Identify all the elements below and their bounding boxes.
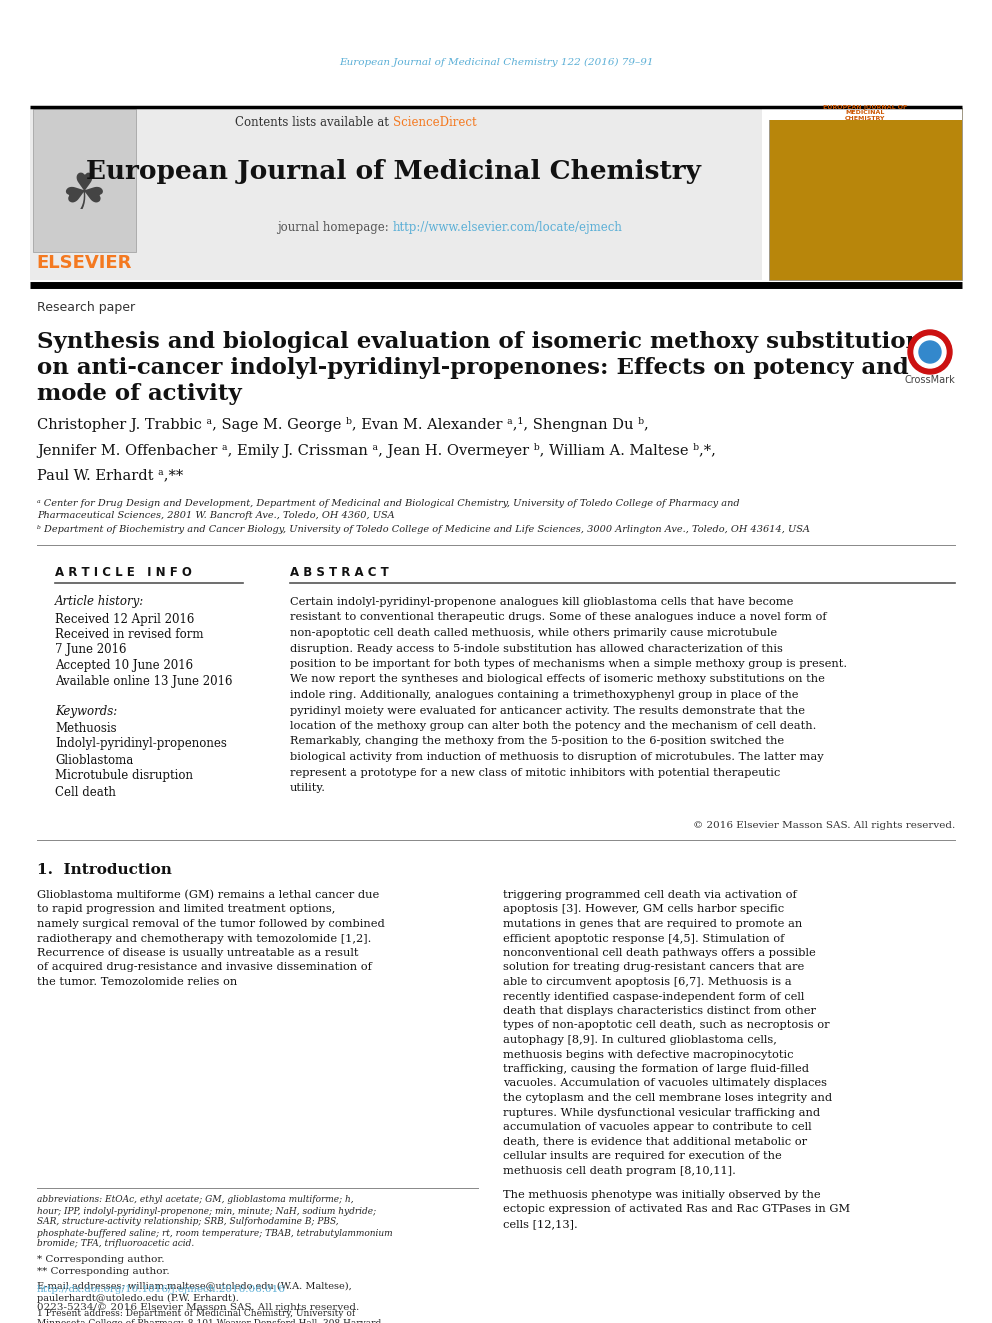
Text: Glioblastoma multiforme (GM) remains a lethal cancer due: Glioblastoma multiforme (GM) remains a l…: [37, 890, 379, 900]
Text: hour; IPP, indolyl-pyridinyl-propenone; min, minute; NaH, sodium hydride;: hour; IPP, indolyl-pyridinyl-propenone; …: [37, 1207, 376, 1216]
Text: to rapid progression and limited treatment options,: to rapid progression and limited treatme…: [37, 905, 335, 914]
Text: http://dx.doi.org/10.1016/j.ejmech.2016.06.016: http://dx.doi.org/10.1016/j.ejmech.2016.…: [37, 1286, 286, 1294]
Text: Synthesis and biological evaluation of isomeric methoxy substitutions: Synthesis and biological evaluation of i…: [37, 331, 935, 353]
Text: cells [12,13].: cells [12,13].: [503, 1218, 577, 1229]
Text: of acquired drug-resistance and invasive dissemination of: of acquired drug-resistance and invasive…: [37, 963, 372, 972]
Text: non-apoptotic cell death called methuosis, while others primarily cause microtub: non-apoptotic cell death called methuosi…: [290, 628, 777, 638]
Text: 1 Present address: Department of Medicinal Chemistry, University of: 1 Present address: Department of Medicin…: [37, 1308, 355, 1318]
Text: vacuoles. Accumulation of vacuoles ultimately displaces: vacuoles. Accumulation of vacuoles ultim…: [503, 1078, 827, 1089]
Text: European Journal of Medicinal Chemistry: European Journal of Medicinal Chemistry: [85, 160, 700, 184]
Text: Received in revised form: Received in revised form: [55, 628, 203, 642]
Text: Research paper: Research paper: [37, 300, 135, 314]
Text: Received 12 April 2016: Received 12 April 2016: [55, 613, 194, 626]
Text: on anti-cancer indolyl-pyridinyl-propenones: Effects on potency and: on anti-cancer indolyl-pyridinyl-propeno…: [37, 357, 909, 378]
Text: A B S T R A C T: A B S T R A C T: [290, 565, 389, 578]
Text: the cytoplasm and the cell membrane loses integrity and: the cytoplasm and the cell membrane lose…: [503, 1093, 832, 1103]
Text: EUROPEAN JOURNAL OF
MEDICINAL
CHEMISTRY: EUROPEAN JOURNAL OF MEDICINAL CHEMISTRY: [823, 105, 907, 122]
Text: position to be important for both types of mechanisms when a simple methoxy grou: position to be important for both types …: [290, 659, 847, 669]
Text: Pharmaceutical Sciences, 2801 W. Bancroft Ave., Toledo, OH 4360, USA: Pharmaceutical Sciences, 2801 W. Bancrof…: [37, 512, 395, 520]
Text: ectopic expression of activated Ras and Rac GTPases in GM: ectopic expression of activated Ras and …: [503, 1204, 850, 1215]
Text: ☘: ☘: [62, 171, 106, 220]
Circle shape: [914, 336, 946, 368]
Text: E-mail addresses: william.maltese@utoledo.edu (W.A. Maltese),: E-mail addresses: william.maltese@utoled…: [37, 1282, 352, 1290]
Text: methuosis cell death program [8,10,11].: methuosis cell death program [8,10,11].: [503, 1166, 736, 1176]
Text: ScienceDirect: ScienceDirect: [393, 116, 476, 130]
Text: Minnesota College of Pharmacy, 8-101 Weaver Densford Hall, 308 Harvard: Minnesota College of Pharmacy, 8-101 Wea…: [37, 1319, 381, 1323]
Text: ruptures. While dysfunctional vesicular trafficking and: ruptures. While dysfunctional vesicular …: [503, 1107, 820, 1118]
Text: Paul W. Erhardt ᵃ,**: Paul W. Erhardt ᵃ,**: [37, 468, 184, 482]
Text: http://www.elsevier.com/locate/ejmech: http://www.elsevier.com/locate/ejmech: [393, 221, 623, 234]
Text: Available online 13 June 2016: Available online 13 June 2016: [55, 675, 232, 688]
Text: death, there is evidence that additional metabolic or: death, there is evidence that additional…: [503, 1136, 807, 1147]
Text: biological activity from induction of methuosis to disruption of microtubules. T: biological activity from induction of me…: [290, 751, 823, 762]
Text: phosphate-buffered saline; rt, room temperature; TBAB, tetrabutylammonium: phosphate-buffered saline; rt, room temp…: [37, 1229, 393, 1237]
Text: namely surgical removal of the tumor followed by combined: namely surgical removal of the tumor fol…: [37, 919, 385, 929]
Text: Cell death: Cell death: [55, 786, 116, 799]
Text: apoptosis [3]. However, GM cells harbor specific: apoptosis [3]. However, GM cells harbor …: [503, 905, 784, 914]
Text: Keywords:: Keywords:: [55, 705, 117, 718]
Text: solution for treating drug-resistant cancers that are: solution for treating drug-resistant can…: [503, 963, 805, 972]
Text: A R T I C L E   I N F O: A R T I C L E I N F O: [55, 565, 191, 578]
Text: ELSEVIER: ELSEVIER: [37, 254, 132, 273]
Text: ᵇ Department of Biochemistry and Cancer Biology, University of Toledo College of: ᵇ Department of Biochemistry and Cancer …: [37, 525, 809, 534]
Text: We now report the syntheses and biological effects of isomeric methoxy substitut: We now report the syntheses and biologic…: [290, 675, 825, 684]
Text: SAR, structure-activity relationship; SRB, Sulforhodamine B; PBS,: SAR, structure-activity relationship; SR…: [37, 1217, 338, 1226]
Text: paulerhardt@utoledo.edu (P.W. Erhardt).: paulerhardt@utoledo.edu (P.W. Erhardt).: [37, 1294, 239, 1303]
Text: disruption. Ready access to 5-indole substitution has allowed characterization o: disruption. Ready access to 5-indole sub…: [290, 643, 783, 654]
Bar: [769, 107, 962, 120]
Bar: [769, 108, 962, 280]
Bar: [33, 108, 136, 251]
Text: 1.  Introduction: 1. Introduction: [37, 863, 172, 877]
Text: © 2016 Elsevier Masson SAS. All rights reserved.: © 2016 Elsevier Masson SAS. All rights r…: [692, 820, 955, 830]
Text: ᵃ Center for Drug Design and Development, Department of Medicinal and Biological: ᵃ Center for Drug Design and Development…: [37, 499, 740, 508]
Text: nonconventional cell death pathways offers a possible: nonconventional cell death pathways offe…: [503, 949, 815, 958]
Text: the tumor. Temozolomide relies on: the tumor. Temozolomide relies on: [37, 976, 237, 987]
Text: European Journal of Medicinal Chemistry 122 (2016) 79–91: European Journal of Medicinal Chemistry …: [338, 57, 654, 66]
Text: cellular insults are required for execution of the: cellular insults are required for execut…: [503, 1151, 782, 1162]
Circle shape: [919, 341, 941, 363]
Circle shape: [908, 329, 952, 374]
Text: resistant to conventional therapeutic drugs. Some of these analogues induce a no: resistant to conventional therapeutic dr…: [290, 613, 826, 623]
Text: bromide; TFA, trifluoroacetic acid.: bromide; TFA, trifluoroacetic acid.: [37, 1240, 194, 1249]
Text: radiotherapy and chemotherapy with temozolomide [1,2].: radiotherapy and chemotherapy with temoz…: [37, 934, 371, 943]
Text: Glioblastoma: Glioblastoma: [55, 754, 133, 766]
Text: mode of activity: mode of activity: [37, 382, 242, 405]
Text: utility.: utility.: [290, 783, 326, 792]
Text: indole ring. Additionally, analogues containing a trimethoxyphenyl group in plac: indole ring. Additionally, analogues con…: [290, 691, 799, 700]
Text: autophagy [8,9]. In cultured glioblastoma cells,: autophagy [8,9]. In cultured glioblastom…: [503, 1035, 777, 1045]
Text: journal homepage:: journal homepage:: [278, 221, 393, 234]
Text: Remarkably, changing the methoxy from the 5-position to the 6-position switched : Remarkably, changing the methoxy from th…: [290, 737, 784, 746]
Text: Jennifer M. Offenbacher ᵃ, Emily J. Crissman ᵃ, Jean H. Overmeyer ᵇ, William A. : Jennifer M. Offenbacher ᵃ, Emily J. Cris…: [37, 442, 716, 458]
Text: accumulation of vacuoles appear to contribute to cell: accumulation of vacuoles appear to contr…: [503, 1122, 811, 1132]
Text: Methuosis: Methuosis: [55, 721, 117, 734]
Text: methuosis begins with defective macropinocytotic: methuosis begins with defective macropin…: [503, 1049, 794, 1060]
Text: mutations in genes that are required to promote an: mutations in genes that are required to …: [503, 919, 803, 929]
Text: Article history:: Article history:: [55, 595, 144, 609]
Text: * Corresponding author.: * Corresponding author.: [37, 1254, 165, 1263]
Text: represent a prototype for a new class of mitotic inhibitors with potential thera: represent a prototype for a new class of…: [290, 767, 781, 778]
Text: The methuosis phenotype was initially observed by the: The methuosis phenotype was initially ob…: [503, 1189, 820, 1200]
Text: 7 June 2016: 7 June 2016: [55, 643, 127, 656]
Text: Christopher J. Trabbic ᵃ, Sage M. George ᵇ, Evan M. Alexander ᵃ,¹, Shengnan Du ᵇ: Christopher J. Trabbic ᵃ, Sage M. George…: [37, 418, 649, 433]
Text: Microtubule disruption: Microtubule disruption: [55, 770, 193, 782]
Text: trafficking, causing the formation of large fluid-filled: trafficking, causing the formation of la…: [503, 1064, 809, 1074]
Text: ** Corresponding author.: ** Corresponding author.: [37, 1267, 170, 1277]
Text: recently identified caspase-independent form of cell: recently identified caspase-independent …: [503, 991, 805, 1002]
Text: efficient apoptotic response [4,5]. Stimulation of: efficient apoptotic response [4,5]. Stim…: [503, 934, 785, 943]
Text: Indolyl-pyridinyl-propenones: Indolyl-pyridinyl-propenones: [55, 737, 227, 750]
Text: abbreviations: EtOAc, ethyl acetate; GM, glioblastoma multiforme; h,: abbreviations: EtOAc, ethyl acetate; GM,…: [37, 1196, 353, 1204]
Bar: [30, 108, 762, 280]
Text: Accepted 10 June 2016: Accepted 10 June 2016: [55, 659, 193, 672]
Text: CrossMark: CrossMark: [905, 374, 955, 385]
Text: able to circumvent apoptosis [6,7]. Methuosis is a: able to circumvent apoptosis [6,7]. Meth…: [503, 976, 792, 987]
Text: death that displays characteristics distinct from other: death that displays characteristics dist…: [503, 1005, 816, 1016]
Text: 0223-5234/© 2016 Elsevier Masson SAS. All rights reserved.: 0223-5234/© 2016 Elsevier Masson SAS. Al…: [37, 1303, 359, 1312]
Text: triggering programmed cell death via activation of: triggering programmed cell death via act…: [503, 890, 797, 900]
Text: pyridinyl moiety were evaluated for anticancer activity. The results demonstrate: pyridinyl moiety were evaluated for anti…: [290, 705, 805, 716]
Text: Recurrence of disease is usually untreatable as a result: Recurrence of disease is usually untreat…: [37, 949, 358, 958]
Text: types of non-apoptotic cell death, such as necroptosis or: types of non-apoptotic cell death, such …: [503, 1020, 829, 1031]
Text: Contents lists available at: Contents lists available at: [235, 116, 393, 130]
Text: Certain indolyl-pyridinyl-propenone analogues kill glioblastoma cells that have : Certain indolyl-pyridinyl-propenone anal…: [290, 597, 794, 607]
Text: location of the methoxy group can alter both the potency and the mechanism of ce: location of the methoxy group can alter …: [290, 721, 816, 732]
